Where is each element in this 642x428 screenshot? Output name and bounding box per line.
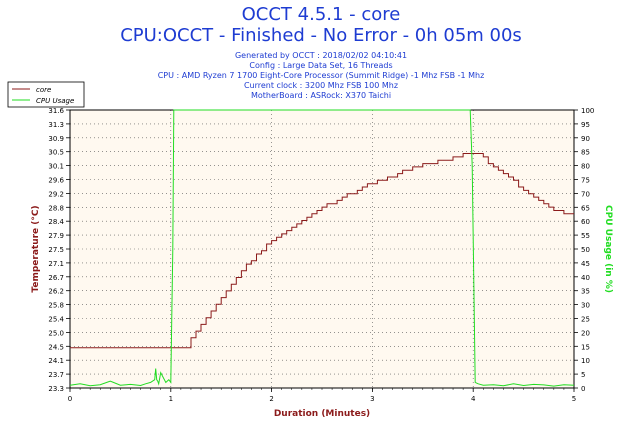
y-left-tick-label: 25.4 <box>48 316 64 324</box>
y-left-tick-label: 31.6 <box>48 107 64 115</box>
y-left-tick-label: 30.1 <box>48 163 64 171</box>
y-left-tick-label: 26.7 <box>48 274 64 282</box>
x-tick-label: 1 <box>169 395 173 403</box>
y-left-tick-label: 28.4 <box>48 218 64 226</box>
chart-title: OCCT 4.5.1 - core <box>241 4 401 25</box>
x-tick-label: 0 <box>68 395 72 403</box>
y-left-tick-label: 30.5 <box>48 149 64 157</box>
y-left-tick-label: 23.7 <box>48 371 64 379</box>
y-left-tick-label: 27.1 <box>48 260 64 268</box>
y-right-tick-label: 20 <box>581 329 590 337</box>
y-right-tick-label: 60 <box>581 218 590 226</box>
y-left-tick-label: 27.9 <box>48 232 64 240</box>
y-right-tick-label: 40 <box>581 274 590 282</box>
y-left-tick-label: 23.3 <box>48 385 64 393</box>
y-right-tick-label: 70 <box>581 190 590 198</box>
y-right-tick-label: 5 <box>581 371 585 379</box>
y-left-tick-label: 29.6 <box>48 177 64 185</box>
y-left-tick-label: 30.9 <box>48 135 64 143</box>
y-left-tick-label: 29.2 <box>48 190 64 198</box>
y-left-tick-label: 24.1 <box>48 357 64 365</box>
y-left-tick-label: 26.2 <box>48 288 64 296</box>
chart-subtitle: CPU:OCCT - Finished - No Error - 0h 05m … <box>120 25 522 46</box>
y-right-tick-label: 100 <box>581 107 594 115</box>
y-left-tick-label: 31.3 <box>48 121 64 129</box>
legend-box <box>7 81 85 108</box>
y-left-axis-label: Temperature (°C) <box>31 205 41 292</box>
y-left-tick-label: 27.5 <box>48 246 64 254</box>
y-right-tick-label: 75 <box>581 177 590 185</box>
y-right-tick-label: 55 <box>581 232 590 240</box>
y-right-tick-label: 95 <box>581 121 590 129</box>
info-generated: Generated by OCCT : 2018/02/02 04:10:41 <box>234 51 408 60</box>
info-motherboard: MotherBoard : ASRock: X370 Taichi <box>250 91 392 100</box>
y-right-tick-label: 35 <box>581 288 590 296</box>
y-right-tick-label: 90 <box>581 135 590 143</box>
y-right-tick-label: 30 <box>581 302 590 310</box>
x-axis-label: Duration (Minutes) <box>274 409 370 419</box>
y-left-tick-label: 25.8 <box>48 302 64 310</box>
info-clock: Current clock : 3200 Mhz FSB 100 Mhz <box>243 81 399 90</box>
y-right-tick-label: 80 <box>581 163 590 171</box>
info-cpu: CPU : AMD Ryzen 7 1700 Eight-Core Proces… <box>157 71 485 80</box>
series-line-core <box>70 153 574 349</box>
info-config: Config : Large Data Set, 16 Threads <box>249 61 393 70</box>
y-left-tick-label: 25.0 <box>48 329 64 337</box>
legend-label: core <box>36 86 51 94</box>
y-right-tick-label: 65 <box>581 204 590 212</box>
x-tick-label: 3 <box>370 395 374 403</box>
y-right-tick-label: 45 <box>581 260 590 268</box>
y-right-tick-label: 85 <box>581 149 590 157</box>
y-right-axis-label: CPU Usage (in %) <box>603 205 613 293</box>
x-tick-label: 2 <box>269 395 273 403</box>
x-tick-label: 4 <box>471 395 476 403</box>
legend-label: CPU Usage <box>36 97 74 105</box>
y-right-tick-label: 25 <box>581 316 590 324</box>
y-right-tick-label: 50 <box>581 246 590 254</box>
y-left-tick-label: 24.5 <box>48 343 64 351</box>
y-left-tick-label: 28.8 <box>48 204 64 212</box>
series-line-cpu-usage <box>69 109 575 387</box>
y-right-tick-label: 0 <box>581 385 585 393</box>
y-right-tick-label: 10 <box>581 357 590 365</box>
y-right-tick-label: 15 <box>581 343 590 351</box>
x-tick-label: 5 <box>572 395 576 403</box>
